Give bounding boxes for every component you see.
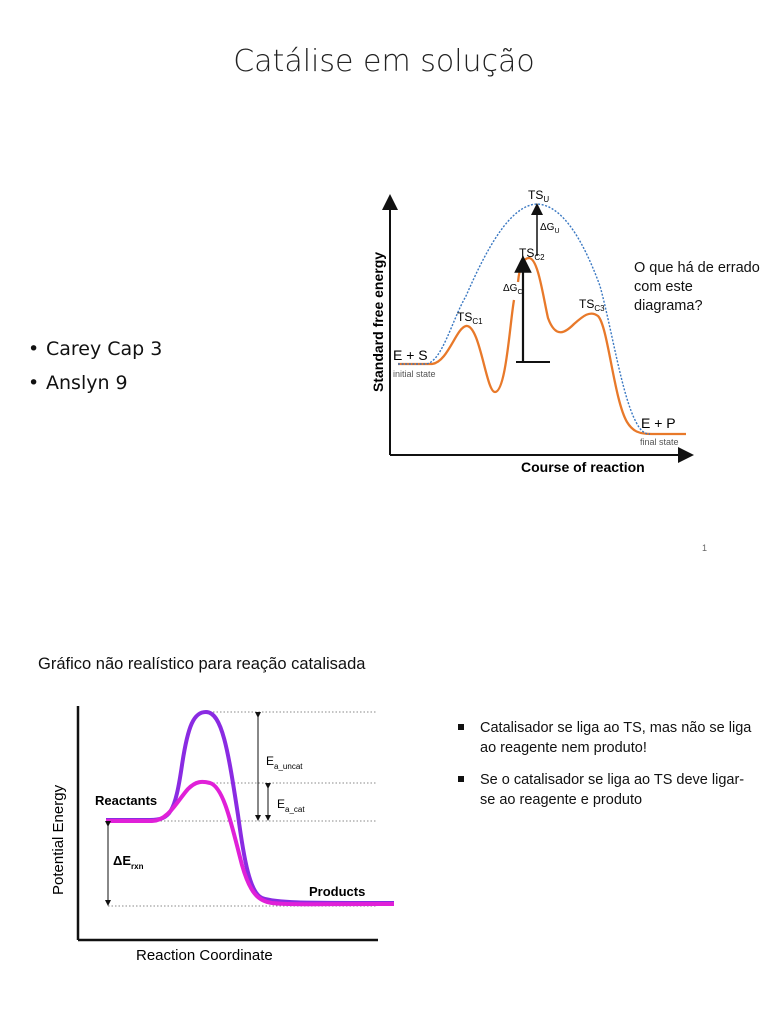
ts-c2-label: TSC2 <box>519 246 545 262</box>
potential-energy-diagram: Potential Energy Reaction Coordinate Rea… <box>50 706 395 964</box>
ts-c1-label: TSC1 <box>457 310 483 326</box>
dg-c-label: ΔGC <box>503 283 523 296</box>
bullet-item: Catalisador se liga ao TS, mas não se li… <box>456 718 756 758</box>
ts-u-label: TSU <box>528 188 549 204</box>
bullet-item: Se o catalisador se liga ao TS deve liga… <box>456 770 756 810</box>
ea-cat-label: Ea_cat <box>277 797 305 814</box>
ea-uncat-label: Ea_uncat <box>266 754 303 771</box>
free-energy-diagram: Standard free energy Course of reaction … <box>370 188 694 475</box>
es-label: E + S <box>393 347 428 363</box>
ep-label: E + P <box>641 415 676 431</box>
ts-c3-label: TSC3 <box>579 297 605 313</box>
products-label: Products <box>309 884 365 899</box>
uncatalyzed-curve <box>106 709 395 905</box>
question-text: O que há de errado com este diagrama? <box>634 260 760 314</box>
bullet-item: Carey Cap 3 <box>28 338 162 360</box>
slide-1: Catálise em solução Carey Cap 3 Anslyn 9… <box>0 0 768 575</box>
final-state-label: final state <box>640 437 679 447</box>
x-axis-label: Course of reaction <box>521 459 645 475</box>
y-axis-label: Potential Energy <box>50 784 67 895</box>
slide-title: Catálise em solução <box>233 44 535 79</box>
slide-2: Gráfico não realístico para reação catal… <box>0 575 768 1024</box>
dg-u-label: ΔGU <box>540 222 560 235</box>
bullet-item: Anslyn 9 <box>28 372 162 394</box>
y-axis-label: Standard free energy <box>370 252 386 392</box>
initial-state-label: initial state <box>393 369 436 379</box>
page-number: 1 <box>702 543 708 553</box>
bullet-list: Catalisador se liga ao TS, mas não se li… <box>456 718 756 822</box>
bullet-list: Carey Cap 3 Anslyn 9 <box>28 338 162 406</box>
de-rxn-label: ΔErxn <box>113 853 144 871</box>
reactants-label: Reactants <box>95 793 157 808</box>
x-axis-label: Reaction Coordinate <box>136 947 273 964</box>
catalyzed-curve <box>106 779 395 907</box>
slide-caption: Gráfico não realístico para reação catal… <box>38 655 366 673</box>
